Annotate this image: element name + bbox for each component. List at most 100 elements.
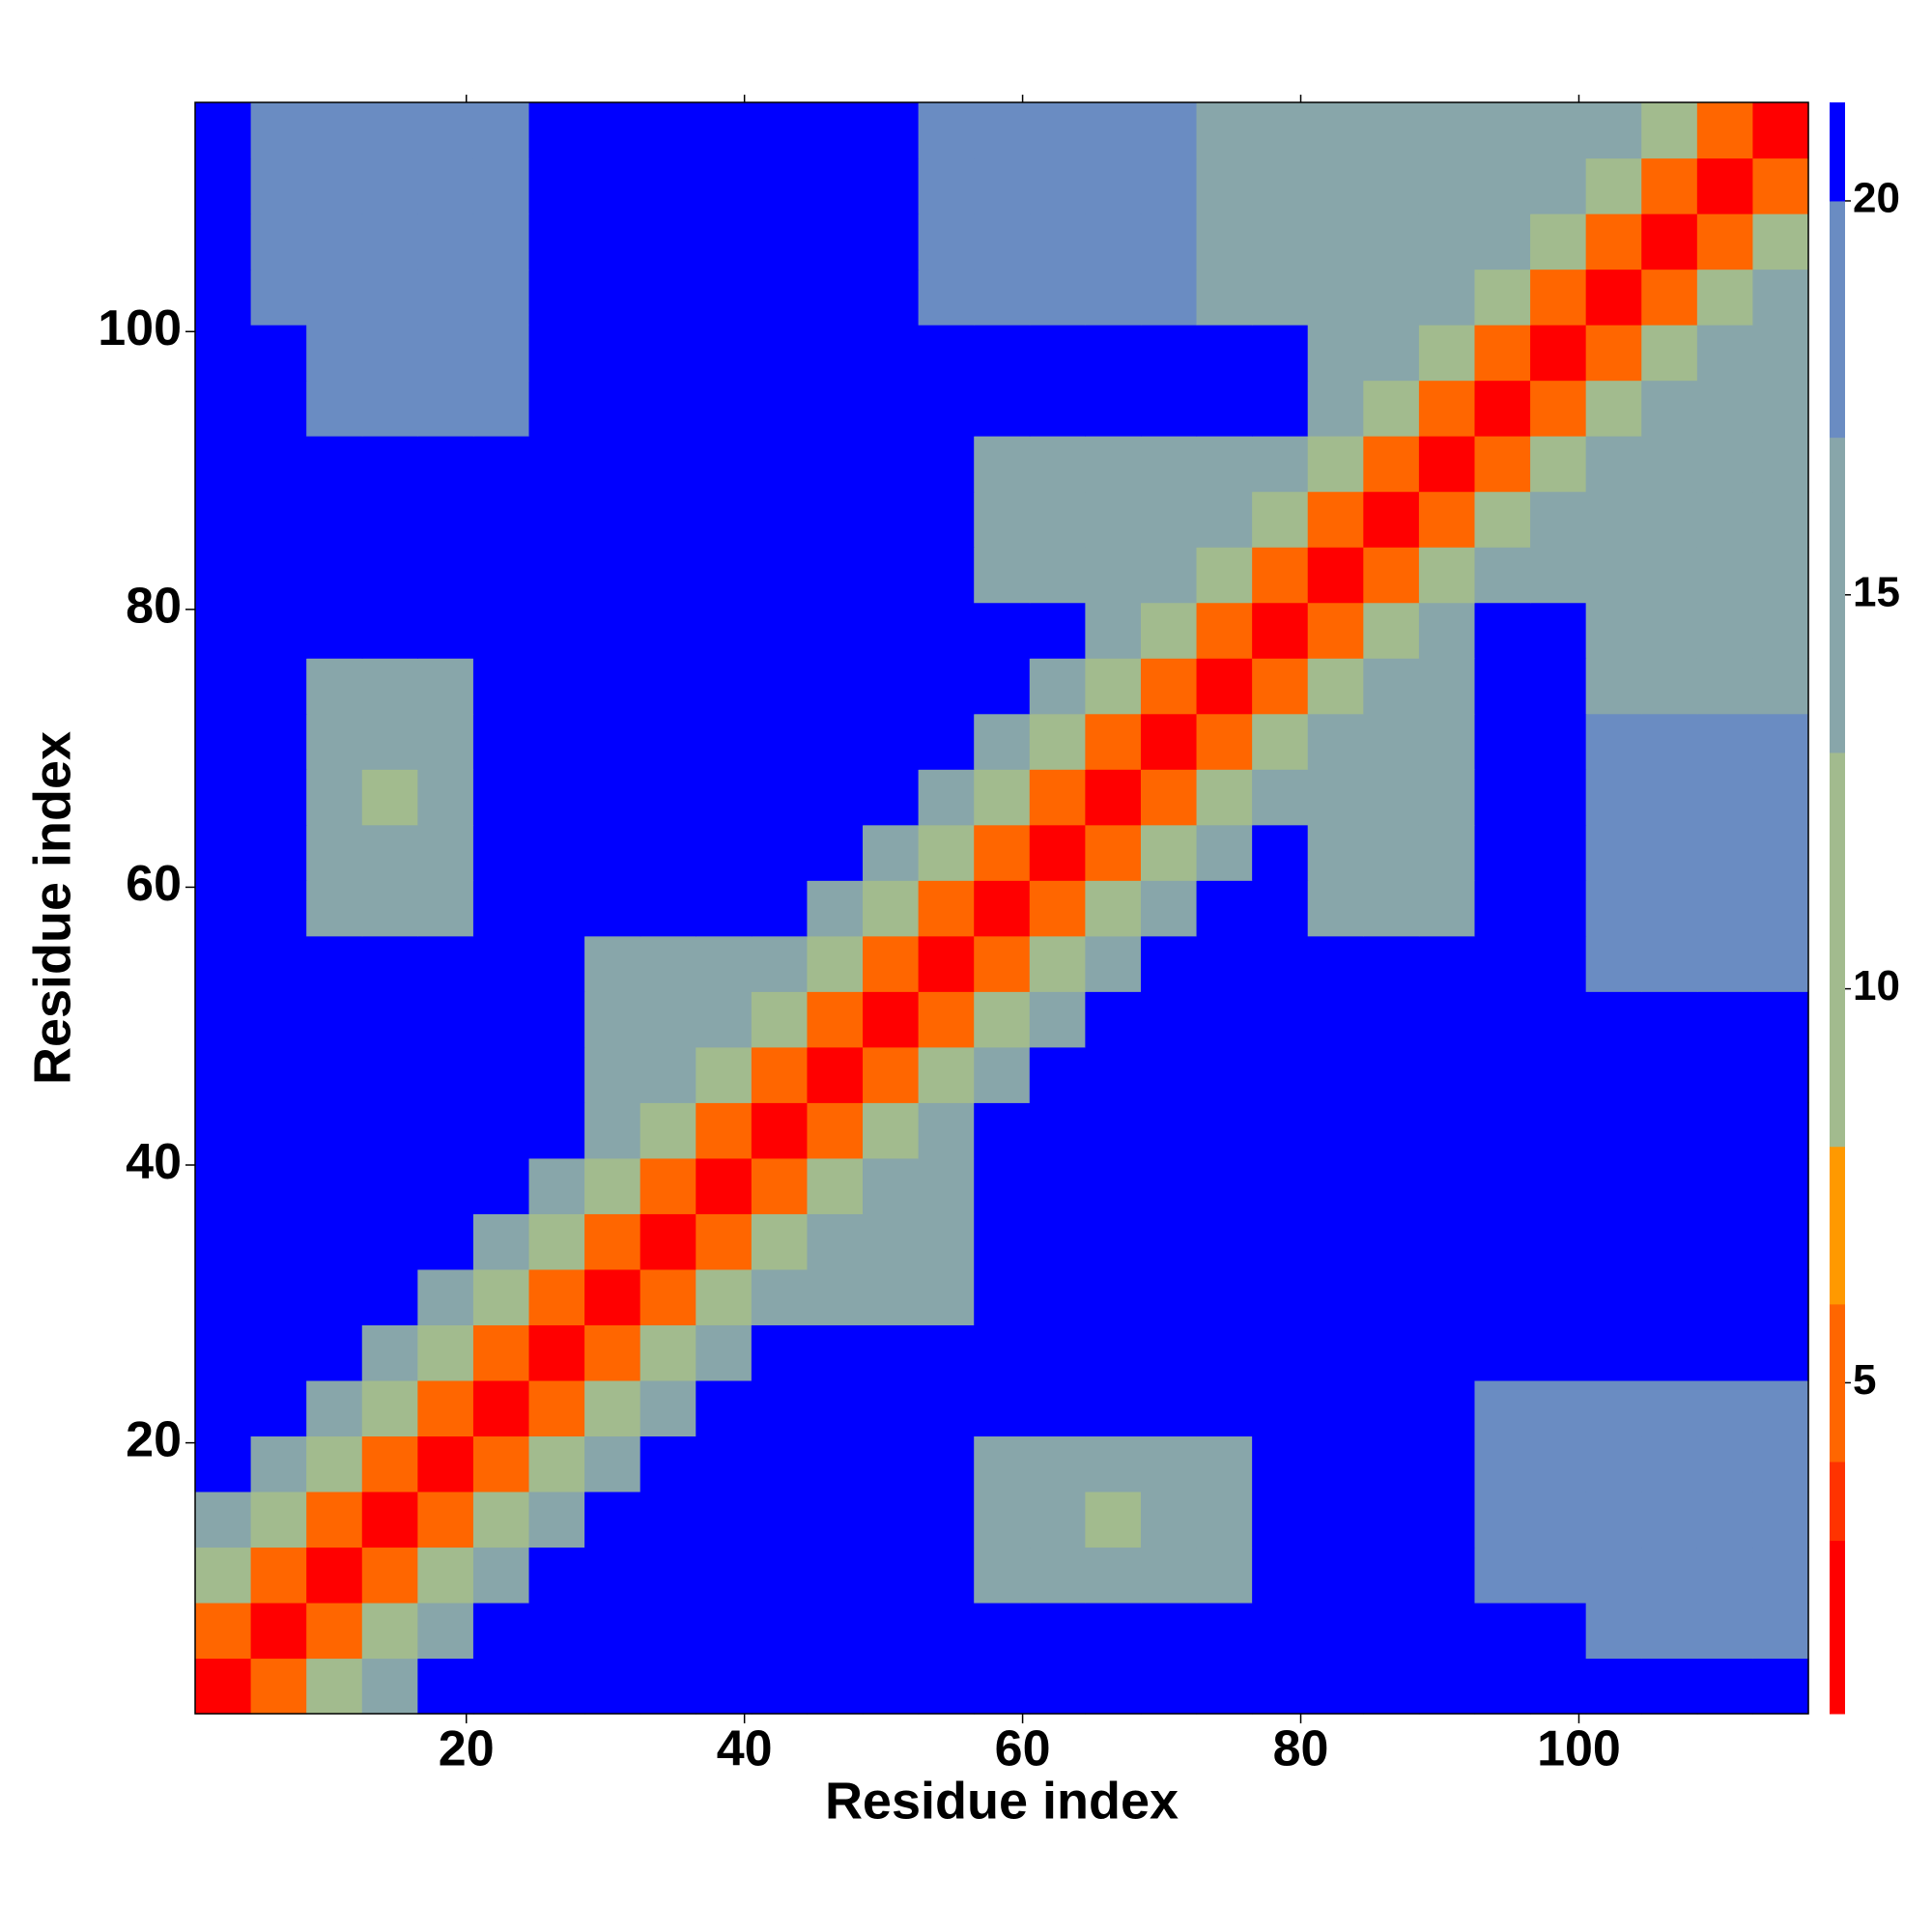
- heat-cell: [417, 436, 474, 493]
- heat-cell: [1696, 157, 1754, 214]
- heat-cell: [1140, 769, 1198, 826]
- x-tick-label: 60: [995, 1721, 1051, 1777]
- heat-cell: [974, 602, 1031, 659]
- heat-cell: [1196, 1547, 1253, 1604]
- heat-cell: [918, 1491, 975, 1548]
- heat-cell: [361, 547, 418, 604]
- heat-cell: [918, 769, 975, 826]
- heat-cell: [918, 436, 975, 493]
- heat-cell: [195, 1046, 252, 1103]
- heat-cell: [751, 436, 809, 493]
- heat-cell: [306, 157, 363, 214]
- y-tick-label: 100: [98, 300, 182, 356]
- heat-cell: [1140, 547, 1198, 604]
- heat-cell: [195, 547, 252, 604]
- heat-cell: [1085, 1547, 1142, 1604]
- heat-cell: [1252, 547, 1309, 604]
- heat-cell: [250, 880, 307, 937]
- heat-cell: [696, 1102, 753, 1159]
- heat-cell: [584, 824, 641, 881]
- heat-cell: [1474, 102, 1531, 159]
- heat-cell: [1752, 824, 1809, 881]
- heat-cell: [1252, 991, 1309, 1048]
- heat-cell: [1307, 269, 1364, 326]
- heat-cell: [696, 1547, 753, 1604]
- heat-cell: [807, 547, 864, 604]
- heat-cell: [1585, 102, 1642, 159]
- heat-cell: [1585, 658, 1642, 715]
- heat-cell: [1474, 1658, 1531, 1715]
- heat-cell: [417, 1268, 474, 1325]
- heat-cell: [1696, 713, 1754, 770]
- heat-cell: [974, 1602, 1031, 1660]
- heat-cell: [250, 325, 307, 382]
- heat-cell: [1696, 1157, 1754, 1214]
- heat-cell: [1085, 1491, 1142, 1548]
- heat-cell: [250, 1658, 307, 1715]
- heat-cell: [361, 213, 418, 270]
- heat-cell: [1140, 1547, 1198, 1604]
- heat-cell: [974, 713, 1031, 770]
- heat-cell: [1696, 1547, 1754, 1604]
- heat-cell: [250, 157, 307, 214]
- heat-cell: [1029, 1046, 1086, 1103]
- heat-cell: [974, 991, 1031, 1048]
- heat-cell: [361, 991, 418, 1048]
- heat-cell: [584, 991, 641, 1048]
- heat-cell: [1418, 436, 1476, 493]
- heat-cell: [528, 157, 585, 214]
- heat-cell: [306, 436, 363, 493]
- heat-cell: [1363, 1379, 1420, 1437]
- heat-cell: [472, 1379, 530, 1437]
- heat-cell: [417, 1324, 474, 1381]
- heat-cell: [1085, 269, 1142, 326]
- heat-cell: [1029, 1435, 1086, 1492]
- heat-cell: [1474, 380, 1531, 437]
- heat-cell: [1418, 547, 1476, 604]
- heat-cell: [361, 1491, 418, 1548]
- heat-cell: [751, 213, 809, 270]
- heat-cell: [1363, 1046, 1420, 1103]
- heat-cell: [1252, 436, 1309, 493]
- heat-cell: [863, 713, 920, 770]
- heat-cell: [918, 602, 975, 659]
- heat-cell: [1085, 491, 1142, 548]
- heat-cell: [1752, 380, 1809, 437]
- y-tick-label: 80: [126, 579, 182, 635]
- heat-cell: [1752, 1102, 1809, 1159]
- heat-cell: [1585, 436, 1642, 493]
- heat-cell: [1307, 880, 1364, 937]
- heat-cell: [639, 713, 696, 770]
- heat-cell: [1252, 824, 1309, 881]
- heat-cell: [1585, 1213, 1642, 1270]
- heat-cell: [1752, 713, 1809, 770]
- heat-cell: [1363, 213, 1420, 270]
- heat-cell: [807, 1268, 864, 1325]
- heat-cell: [974, 491, 1031, 548]
- heat-cell: [696, 491, 753, 548]
- heat-cell: [472, 1435, 530, 1492]
- heat-cell: [1641, 713, 1698, 770]
- heat-cell: [807, 1658, 864, 1715]
- heat-cell: [974, 1157, 1031, 1214]
- heat-cell: [250, 436, 307, 493]
- heat-cell: [1196, 1435, 1253, 1492]
- heat-cell: [639, 380, 696, 437]
- heat-cell: [696, 547, 753, 604]
- heat-cell: [1474, 157, 1531, 214]
- heat-cell: [417, 1602, 474, 1660]
- heat-cell: [417, 1547, 474, 1604]
- heat-cell: [751, 880, 809, 937]
- heat-cell: [306, 713, 363, 770]
- heat-cell: [1474, 880, 1531, 937]
- heat-cell: [751, 325, 809, 382]
- heat-cell: [1085, 880, 1142, 937]
- colorbar-band: [1830, 1540, 1845, 1715]
- heat-cell: [417, 1658, 474, 1715]
- heat-cell: [1196, 547, 1253, 604]
- heat-cell: [1252, 1547, 1309, 1604]
- heat-cell: [1641, 1157, 1698, 1214]
- heat-cell: [751, 380, 809, 437]
- heat-cell: [361, 157, 418, 214]
- heat-cell: [1196, 269, 1253, 326]
